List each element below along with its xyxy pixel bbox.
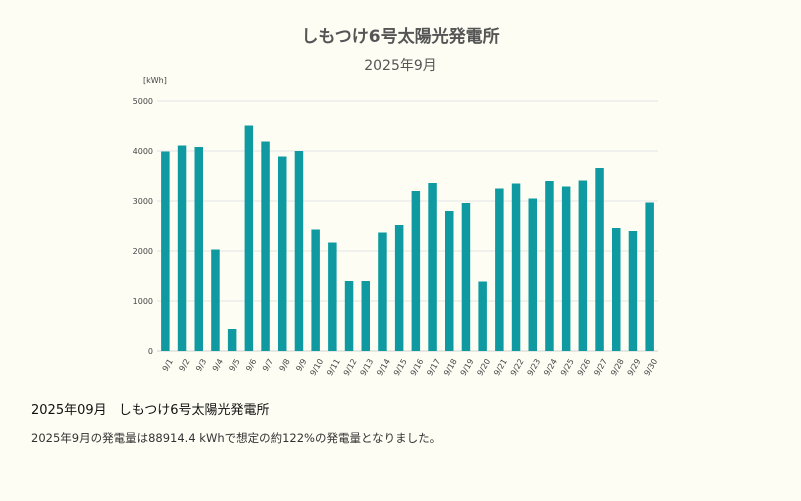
bar — [478, 281, 487, 351]
bar — [612, 228, 621, 351]
report-summary: 2025年9月の発電量は88914.4 kWhで想定の約122%の発電量となりま… — [31, 431, 442, 445]
bar — [161, 151, 170, 351]
x-tick-label: 9/9 — [294, 357, 308, 373]
report-plant-name: しもつけ6号太陽光発電所 — [118, 403, 270, 418]
bar — [211, 249, 220, 351]
x-tick-label: 9/16 — [409, 357, 426, 377]
y-tick-label: 4000 — [133, 147, 153, 156]
x-tick-label: 9/25 — [559, 357, 576, 377]
bar — [394, 225, 404, 351]
x-tick-label: 9/5 — [227, 357, 241, 373]
bar — [411, 191, 421, 351]
bar — [428, 183, 437, 351]
bar — [628, 231, 638, 351]
x-tick-label: 9/19 — [459, 357, 476, 377]
x-tick-label: 9/11 — [325, 357, 342, 377]
x-tick-label: 9/21 — [492, 357, 509, 377]
y-tick-label: 3000 — [133, 197, 153, 206]
bar — [561, 186, 571, 351]
bar — [511, 183, 521, 351]
bar — [545, 181, 554, 351]
bar — [344, 281, 354, 351]
x-tick-label: 9/17 — [425, 357, 442, 377]
x-tick-label: 9/8 — [278, 357, 292, 373]
x-tick-label: 9/24 — [542, 357, 559, 377]
x-tick-label: 9/18 — [442, 357, 459, 377]
bar — [294, 151, 304, 351]
x-tick-label: 9/10 — [308, 357, 325, 377]
x-tick-label: 9/6 — [244, 357, 258, 373]
x-tick-label: 9/3 — [194, 357, 208, 373]
x-tick-label: 9/27 — [592, 357, 609, 377]
report-date: 2025年09月 — [31, 403, 107, 418]
report-heading: 2025年09月 しもつけ6号太陽光発電所 — [31, 399, 278, 418]
bar — [261, 141, 270, 351]
chart-subtitle: 2025年9月 — [364, 58, 437, 74]
bar — [328, 242, 337, 351]
bar — [361, 281, 370, 351]
x-tick-label: 9/29 — [626, 357, 643, 377]
y-tick-label: 2000 — [133, 247, 153, 256]
y-tick-label: 1000 — [133, 297, 153, 306]
x-tick-label: 9/7 — [261, 357, 275, 373]
chart-title: しもつけ6号太陽光発電所 — [301, 27, 500, 47]
bar — [177, 145, 187, 351]
y-tick-label: 5000 — [133, 97, 153, 106]
bar — [227, 329, 237, 351]
bar — [194, 147, 203, 351]
x-tick-label: 9/20 — [475, 357, 492, 377]
bar — [378, 232, 387, 351]
x-tick-label: 9/2 — [177, 357, 191, 373]
x-tick-label: 9/4 — [211, 357, 225, 373]
x-tick-label: 9/1 — [161, 357, 175, 373]
x-tick-label: 9/30 — [642, 357, 659, 377]
x-tick-label: 9/28 — [609, 357, 626, 377]
bar — [528, 198, 537, 351]
bar — [278, 156, 287, 351]
x-tick-label: 9/13 — [359, 357, 376, 377]
x-tick-label: 9/23 — [526, 357, 543, 377]
y-axis-unit: [kWh] — [143, 76, 167, 85]
bar — [311, 229, 320, 351]
x-tick-label: 9/26 — [576, 357, 593, 377]
x-tick-label: 9/15 — [392, 357, 409, 377]
x-tick-label: 9/12 — [342, 357, 359, 377]
bar — [244, 125, 254, 351]
bar — [445, 211, 454, 351]
x-tick-label: 9/14 — [375, 357, 392, 377]
bar — [495, 188, 504, 351]
bar — [645, 202, 654, 351]
y-tick-label: 0 — [148, 347, 153, 356]
bar — [578, 180, 588, 351]
bar — [461, 203, 471, 351]
bar — [595, 168, 604, 351]
x-tick-label: 9/22 — [509, 357, 526, 377]
